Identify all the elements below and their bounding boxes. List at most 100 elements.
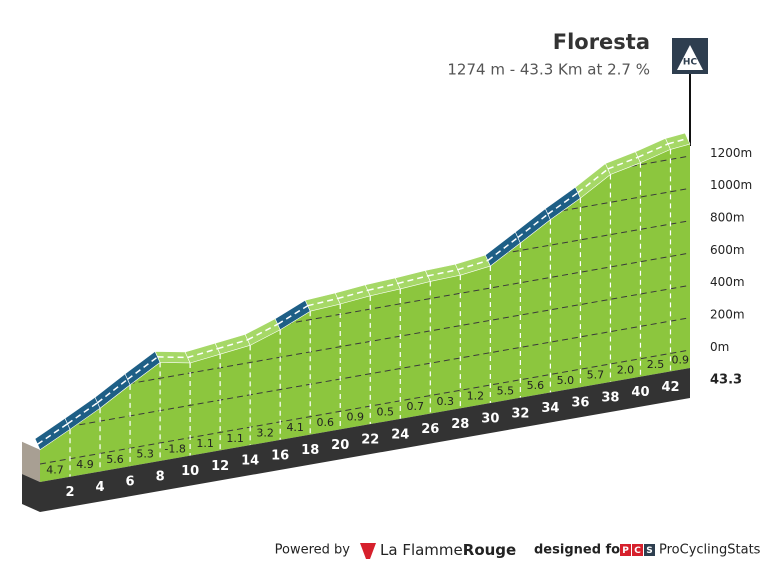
center-dash (127, 356, 159, 380)
gradient-label: 5.7 (587, 369, 605, 382)
gradient-label: 0.9 (671, 354, 689, 367)
center-dash (217, 339, 248, 350)
gradient-label: 4.9 (76, 458, 94, 471)
profile: 0m 200m 400m 600m 800m 1000m 1200m 4.7 4.9 5.6 5.3… (22, 132, 752, 512)
pcs-letter: S (646, 546, 652, 556)
center-dash (577, 168, 609, 194)
gradient-label: 5.0 (557, 374, 575, 387)
km-label: 42 (661, 380, 679, 395)
y-tick-label: 1200m (710, 146, 752, 160)
gradient-label: 0.9 (346, 411, 364, 424)
gradient-label: 4.7 (46, 463, 64, 476)
y-tick-label: 0m (710, 340, 729, 354)
gradient-label: 3.2 (256, 427, 274, 440)
center-dash (67, 402, 98, 425)
gradient-label: 1.1 (196, 437, 214, 450)
y-tick-label: 600m (710, 243, 745, 257)
center-dash (337, 289, 368, 300)
km-label: 12 (211, 459, 229, 474)
km-label: 16 (271, 448, 289, 463)
km-label: 28 (451, 417, 469, 432)
km-label: 8 (156, 469, 165, 484)
center-dash (427, 268, 458, 277)
km-label: 14 (241, 454, 259, 469)
grid-line (40, 346, 690, 465)
km-label: 30 (481, 412, 499, 427)
pcs-letter: P (622, 546, 629, 556)
gradient-label: 2.5 (647, 358, 665, 371)
y-tick-label: 800m (710, 211, 745, 225)
km-label: 32 (511, 406, 529, 421)
gradient-label: 0.3 (437, 395, 455, 408)
y-tick-label: 200m (710, 308, 745, 322)
gradient-label: -1.8 (164, 442, 185, 455)
gradient-label: 5.3 (136, 448, 154, 461)
gradient-label: 5.6 (527, 379, 545, 392)
y-tick-label: 400m (710, 275, 745, 289)
pcs-box (632, 544, 643, 556)
center-dash (637, 143, 669, 158)
chart-title: Floresta (553, 30, 650, 54)
km-label: 26 (421, 422, 439, 437)
site-name: ProCyclingStats (659, 543, 761, 558)
center-dash (607, 156, 639, 170)
brand: La FlammeRouge (380, 541, 516, 559)
center-dash (547, 192, 579, 215)
end-distance: 43.3 (710, 373, 742, 388)
brand-part: La Flamme (380, 541, 463, 559)
km-label: 10 (181, 464, 199, 479)
category-label: HC (683, 58, 698, 68)
brand-icon (360, 543, 376, 559)
gradient-label: 5.5 (497, 384, 515, 397)
center-dash (157, 356, 188, 359)
km-label: 24 (391, 427, 409, 442)
grid-line (40, 282, 690, 400)
km-label: 20 (331, 438, 349, 453)
center-dash (277, 305, 309, 325)
gradient-label: 4.1 (286, 421, 304, 434)
center-dash (187, 347, 218, 359)
designed-for: designed for (534, 543, 627, 558)
badge-mountain (677, 45, 703, 70)
y-tick-label: 1000m (710, 178, 752, 192)
gradient-label: 0.5 (377, 405, 395, 418)
gradient-label: 0.7 (407, 400, 425, 413)
km-label: 6 (126, 475, 135, 490)
chart-subtitle: 1274 m - 43.3 Km at 2.7 % (447, 61, 650, 79)
center-dash (487, 236, 519, 262)
km-label: 22 (361, 433, 379, 448)
center-dash (97, 378, 129, 404)
center-dash (667, 137, 688, 145)
km-label: 4 (96, 480, 105, 495)
side-face (22, 441, 40, 482)
gradient-label: 0.6 (316, 416, 334, 429)
center-dash (397, 275, 428, 285)
brand-part: Rouge (463, 541, 516, 559)
km-label: 2 (65, 485, 74, 500)
km-label: 38 (601, 390, 619, 405)
pcs-box (644, 544, 655, 556)
center-dash (517, 213, 549, 239)
pcs-box (620, 544, 631, 556)
grid-line (40, 314, 690, 433)
footer: Powered by La FlammeRouge designed for P… (275, 541, 761, 559)
center-dash (457, 259, 489, 271)
distance-strip (40, 368, 690, 512)
center-dash (307, 297, 338, 307)
gradient-label: 1.1 (226, 432, 244, 445)
gradient-label: 1.2 (467, 390, 485, 403)
center-dash (247, 323, 279, 341)
gradient-label: 5.6 (106, 453, 124, 466)
km-label: 18 (301, 443, 319, 458)
km-label: 34 (541, 401, 559, 416)
profile-area (40, 144, 690, 482)
side-face-bottom (22, 474, 40, 512)
powered-by: Powered by (275, 543, 351, 558)
km-label: 40 (631, 385, 649, 400)
center-dash (367, 282, 398, 292)
pcs-letter: C (634, 546, 641, 556)
km-label: 36 (571, 396, 589, 411)
gradient-label: 2.0 (617, 363, 635, 376)
center-dash (37, 423, 68, 445)
